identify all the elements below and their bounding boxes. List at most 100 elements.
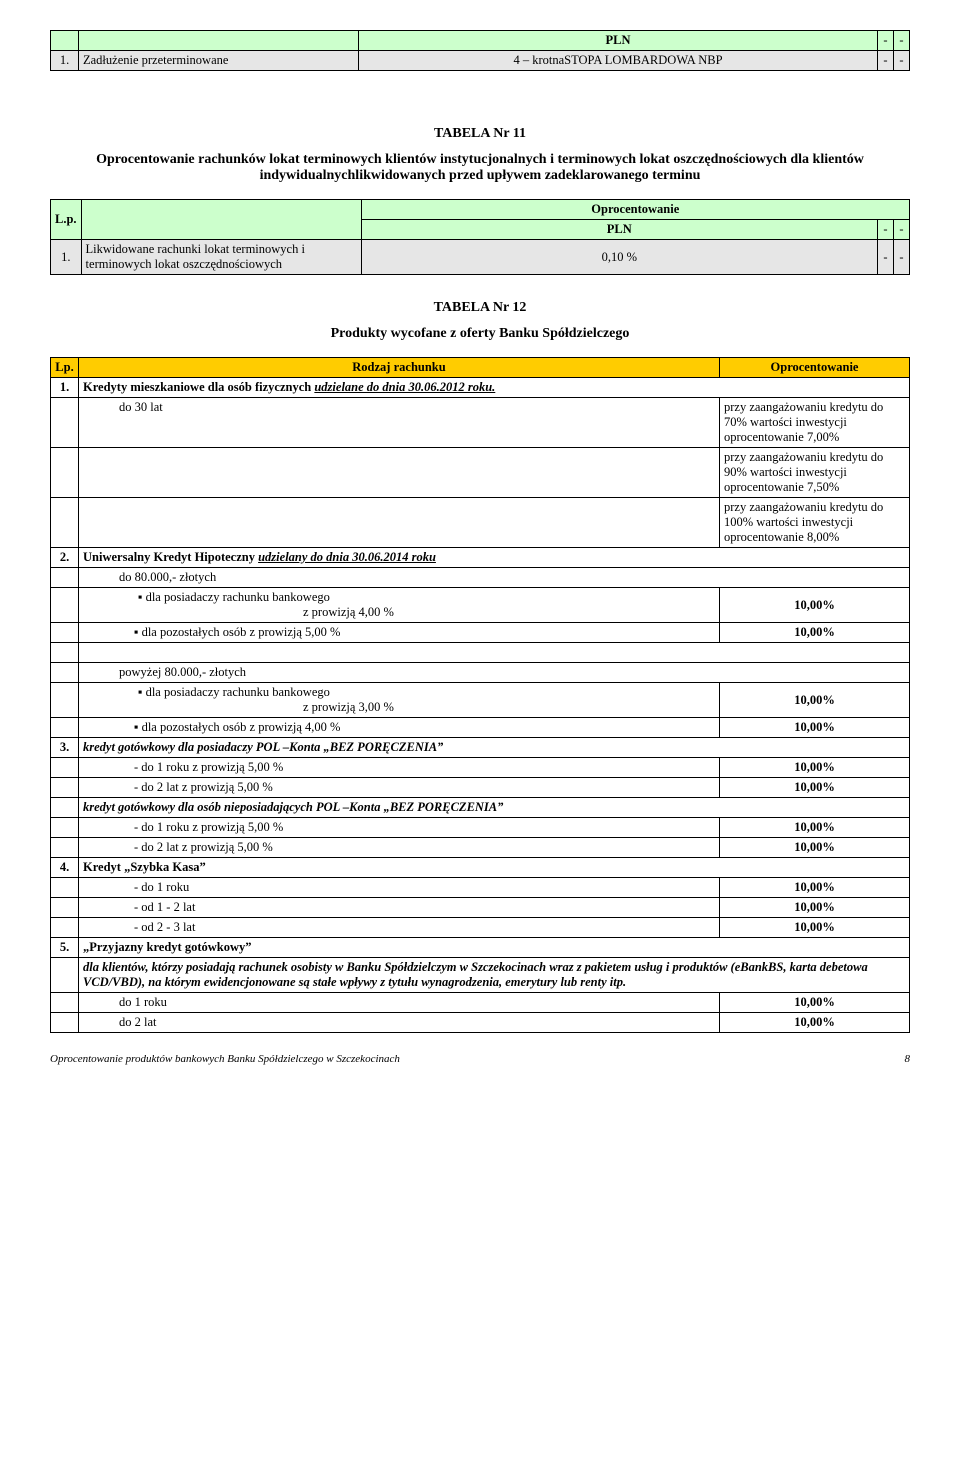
- pct: 10,00%: [720, 623, 910, 643]
- row-text: Uniwersalny Kredyt Hipoteczny udzielany …: [79, 548, 910, 568]
- lp: 1.: [51, 378, 79, 398]
- cell-blank: [51, 798, 79, 818]
- dash: -: [878, 31, 894, 51]
- t11-table: L.p. Oprocentowanie PLN - - 1. Likwidowa…: [50, 199, 910, 275]
- cell: powyżej 80.000,- złotych: [79, 663, 910, 683]
- row-text: Kredyt „Szybka Kasa”: [79, 858, 910, 878]
- text-b: udzielany do dnia 30.06.2014 roku: [258, 550, 436, 564]
- opr-header: Oprocentowanie: [361, 200, 909, 220]
- dash: -: [878, 220, 894, 240]
- cell: - do 1 roku z prowizją 5,00 %: [79, 758, 720, 778]
- text-a: Kredyty mieszkaniowe dla osób fizycznych: [83, 380, 314, 394]
- cell: - od 1 - 2 lat: [79, 898, 720, 918]
- cell-blank: [51, 778, 79, 798]
- cell-blank: [51, 838, 79, 858]
- cell: - do 1 roku: [79, 878, 720, 898]
- pct: 10,00%: [720, 993, 910, 1013]
- t12-num: TABELA Nr 12: [50, 300, 910, 316]
- pct: 10,00%: [720, 758, 910, 778]
- cell: do 2 lat: [79, 1013, 720, 1033]
- row-text: kredyt gotówkowy dla osób nieposiadający…: [79, 798, 910, 818]
- dash: -: [894, 220, 910, 240]
- cell-blank: [51, 818, 79, 838]
- cell-blank: [51, 918, 79, 938]
- t12-title: Produkty wycofane z oferty Banku Spółdzi…: [50, 326, 910, 342]
- pct: 10,00%: [720, 898, 910, 918]
- cell-blank: [51, 683, 79, 718]
- cell: przy zaangażowaniu kredytu do 90% wartoś…: [720, 448, 910, 498]
- pct: 10,00%: [720, 838, 910, 858]
- text-b: udzielane do dnia 30.06.2012 roku.: [314, 380, 495, 394]
- pct: 10,00%: [720, 878, 910, 898]
- dash: -: [878, 51, 894, 71]
- footer: Oprocentowanie produktów bankowych Banku…: [50, 1053, 910, 1065]
- row-val: 4 – krotnaSTOPA LOMBARDOWA NBP: [359, 51, 878, 71]
- pct: 10,00%: [720, 588, 910, 623]
- cell-blank: [51, 758, 79, 778]
- cell: przy zaangażowaniu kredytu do 70% wartoś…: [720, 398, 910, 448]
- cell: - od 2 - 3 lat: [79, 918, 720, 938]
- cell-blank: [51, 1013, 79, 1033]
- cell-blank: [51, 643, 79, 663]
- lp-header: L.p.: [51, 200, 82, 240]
- pln-header: PLN: [359, 31, 878, 51]
- dash: -: [894, 240, 910, 275]
- row-text: Likwidowane rachunki lokat terminowych i…: [81, 240, 361, 275]
- row-text: kredyt gotówkowy dla posiadaczy POL –Kon…: [79, 738, 910, 758]
- cell-blank: [51, 588, 79, 623]
- pln-header: PLN: [361, 220, 877, 240]
- cell-blank: [51, 958, 79, 993]
- cell-blank: [79, 448, 720, 498]
- lp: 3.: [51, 738, 79, 758]
- lp: 5.: [51, 938, 79, 958]
- pct: 10,00%: [720, 818, 910, 838]
- cell-blank: [51, 878, 79, 898]
- cell: ▪ dla pozostałych osób z prowizją 5,00 %: [79, 623, 720, 643]
- cell-blank: [79, 31, 359, 51]
- cell-blank: [51, 663, 79, 683]
- cell-blank: [51, 498, 79, 548]
- footer-left: Oprocentowanie produktów bankowych Banku…: [50, 1053, 400, 1065]
- t11-title: Oprocentowanie rachunków lokat terminowy…: [50, 152, 910, 184]
- cell-blank: [51, 718, 79, 738]
- cell-blank: [51, 398, 79, 448]
- row-text: Zadłużenie przeterminowane: [79, 51, 359, 71]
- dash: -: [878, 240, 894, 275]
- dash: -: [894, 31, 910, 51]
- row-val: 0,10 %: [361, 240, 877, 275]
- pct: 10,00%: [720, 683, 910, 718]
- cell: ▪ dla posiadaczy rachunku bankowego z pr…: [79, 588, 720, 623]
- cell-blank: [51, 993, 79, 1013]
- cell-blank: [51, 898, 79, 918]
- sub: dla pozostałych osób z prowizją 4,00 %: [142, 720, 341, 734]
- lp: 4.: [51, 858, 79, 878]
- cell-blank: [51, 448, 79, 498]
- pct: 10,00%: [720, 1013, 910, 1033]
- cell-blank: [51, 623, 79, 643]
- row-note: dla klientów, którzy posiadają rachunek …: [79, 958, 910, 993]
- pct: 10,00%: [720, 918, 910, 938]
- sub: z prowizją 4,00 %: [83, 605, 715, 620]
- top-table: PLN - - 1. Zadłużenie przeterminowane 4 …: [50, 30, 910, 71]
- h-lp: Lp.: [51, 358, 79, 378]
- pct: 10,00%: [720, 718, 910, 738]
- t11-num: TABELA Nr 11: [50, 126, 910, 142]
- cell: ▪ dla posiadaczy rachunku bankowego z pr…: [79, 683, 720, 718]
- sub: dla pozostałych osób z prowizją 5,00 %: [142, 625, 341, 639]
- row-text: Kredyty mieszkaniowe dla osób fizycznych…: [79, 378, 910, 398]
- lp: 1.: [51, 240, 82, 275]
- cell: przy zaangażowaniu kredytu do 100% warto…: [720, 498, 910, 548]
- pct: 10,00%: [720, 778, 910, 798]
- sub: z prowizją 3,00 %: [83, 700, 715, 715]
- lp: 1.: [51, 51, 79, 71]
- t12-table: Lp. Rodzaj rachunku Oprocentowanie 1. Kr…: [50, 357, 910, 1033]
- cell: ▪ dla pozostałych osób z prowizją 4,00 %: [79, 718, 720, 738]
- cell: - do 2 lat z prowizją 5,00 %: [79, 778, 720, 798]
- cell-blank: [79, 643, 910, 663]
- page-number: 8: [905, 1053, 911, 1065]
- text-a: Uniwersalny Kredyt Hipoteczny: [83, 550, 258, 564]
- cell: do 80.000,- złotych: [79, 568, 910, 588]
- dash: -: [894, 51, 910, 71]
- sub: dla posiadaczy rachunku bankowego: [146, 590, 330, 604]
- cell: - do 2 lat z prowizją 5,00 %: [79, 838, 720, 858]
